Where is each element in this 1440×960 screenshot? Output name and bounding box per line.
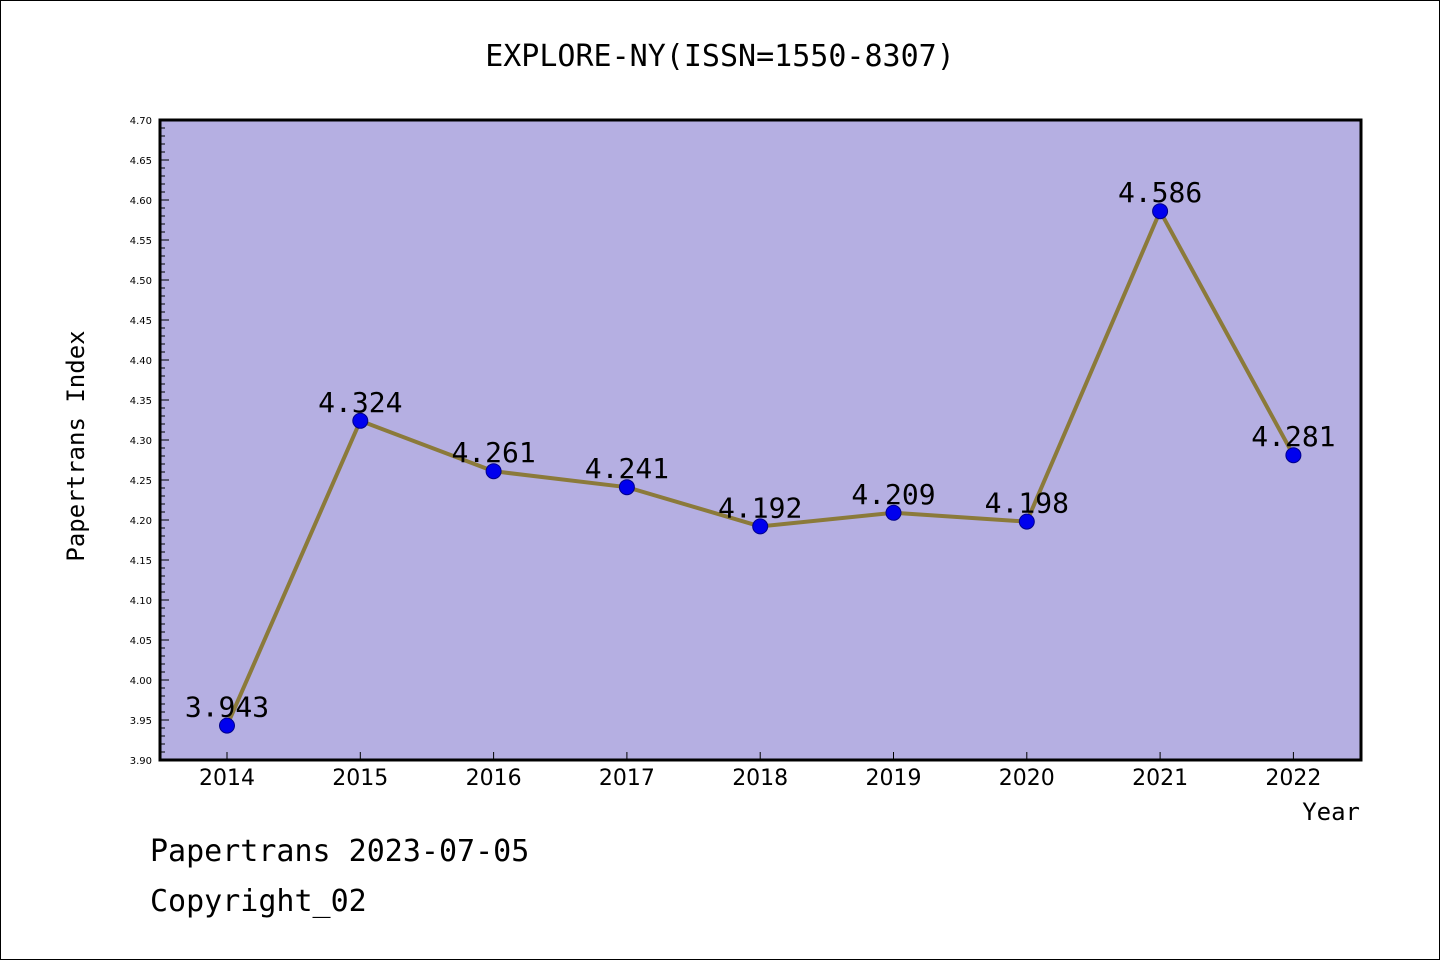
x-tick-label: 2017	[599, 766, 655, 791]
y-tick-label: 4.30	[130, 436, 152, 447]
data-label: 4.241	[585, 452, 669, 485]
x-tick-label: 2014	[199, 766, 255, 791]
data-label: 4.586	[1118, 176, 1202, 209]
data-label: 4.281	[1251, 420, 1335, 453]
y-tick-label: 4.50	[130, 276, 152, 287]
y-tick-label: 4.60	[130, 196, 152, 207]
data-point	[352, 412, 369, 429]
footer-date-line: Papertrans 2023-07-05	[150, 834, 530, 869]
y-tick-label: 4.05	[130, 636, 152, 647]
y-tick-label: 4.00	[130, 676, 152, 687]
data-point	[1285, 447, 1302, 464]
x-tick-label: 2015	[332, 766, 388, 791]
data-point	[1018, 513, 1035, 530]
data-label: 4.192	[718, 491, 802, 524]
y-tick-label: 4.40	[130, 356, 152, 367]
x-tick-label: 2020	[999, 766, 1055, 791]
y-tick-label: 4.20	[130, 516, 152, 527]
x-tick-label: 2018	[732, 766, 788, 791]
data-point	[219, 717, 235, 734]
y-tick-label: 4.45	[130, 316, 152, 327]
y-tick-label: 4.70	[130, 116, 152, 127]
data-point	[885, 504, 902, 521]
y-axis-label: Papertrans Index	[62, 330, 90, 561]
y-tick-label: 4.35	[130, 396, 152, 407]
x-tick-label: 2019	[866, 766, 922, 791]
data-label: 4.209	[851, 478, 935, 511]
data-label: 4.324	[318, 386, 402, 419]
y-tick-label: 4.10	[130, 596, 152, 607]
x-tick-label: 2022	[1265, 766, 1321, 791]
y-tick-label: 4.65	[130, 156, 152, 167]
x-tick-label: 2016	[466, 766, 522, 791]
plot-area	[158, 118, 1363, 762]
footer-copyright-line: Copyright_02	[150, 884, 367, 919]
y-axis: 3.90 3.95 4.00 4.05 4.10 4.15 4.20 4.25 4.30 4.35…	[130, 116, 169, 767]
y-tick-label: 4.55	[130, 236, 152, 247]
series-layer: 3.943 4.324 4.261 4.241 4.192 4.209 4.198 4.586…	[185, 176, 1336, 734]
x-axis: 2014 2015 2016 2017 2018 2019 2020 2021 2022	[199, 752, 1321, 791]
x-tick-label: 2021	[1132, 766, 1188, 791]
data-point	[618, 479, 635, 496]
x-axis-label: Year	[1302, 798, 1360, 826]
data-point	[485, 463, 502, 480]
y-tick-label: 4.15	[130, 556, 152, 567]
data-label: 4.261	[451, 436, 535, 469]
data-label: 4.198	[985, 487, 1069, 520]
data-point	[1152, 203, 1169, 220]
y-tick-label: 3.90	[130, 756, 152, 767]
y-tick-label: 3.95	[130, 716, 152, 727]
y-tick-label: 4.25	[130, 476, 152, 487]
data-label: 3.943	[185, 691, 269, 724]
chart-title: EXPLORE-NY(ISSN=1550-8307)	[485, 39, 955, 74]
data-point	[752, 518, 769, 535]
